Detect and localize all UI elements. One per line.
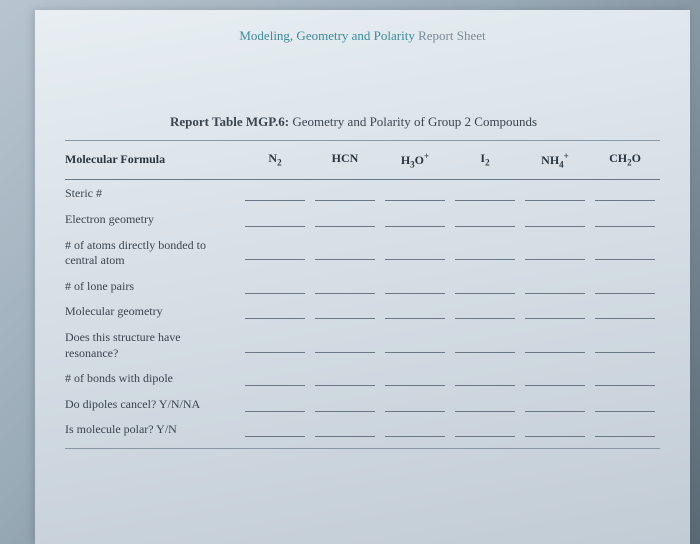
- table-header-row: Molecular Formula N2 HCN H3O+ I2 NH4+ CH…: [65, 141, 660, 179]
- blank-field[interactable]: [455, 305, 515, 319]
- blank-field[interactable]: [245, 423, 305, 437]
- blank-field[interactable]: [245, 305, 305, 319]
- blank-field[interactable]: [245, 372, 305, 386]
- col-header: I2: [450, 151, 520, 169]
- header-title-main: Modeling, Geometry and Polarity: [239, 28, 414, 43]
- blank-field[interactable]: [385, 372, 445, 386]
- blank-field[interactable]: [595, 339, 655, 353]
- blank-field[interactable]: [455, 372, 515, 386]
- blank-field[interactable]: [385, 423, 445, 437]
- blank-field[interactable]: [525, 339, 585, 353]
- table-row: Is molecule polar? Y/N: [65, 416, 660, 442]
- blank-field[interactable]: [245, 398, 305, 412]
- blank-field[interactable]: [455, 398, 515, 412]
- table-title: Report Table MGP.6: Geometry and Polarit…: [65, 114, 660, 130]
- blank-field[interactable]: [315, 372, 375, 386]
- blank-field[interactable]: [595, 246, 655, 260]
- page-header: Modeling, Geometry and Polarity Report S…: [65, 28, 660, 44]
- blank-field[interactable]: [315, 213, 375, 227]
- blank-field[interactable]: [315, 246, 375, 260]
- table-row: Steric #: [65, 180, 660, 206]
- blank-field[interactable]: [315, 398, 375, 412]
- blank-field[interactable]: [455, 280, 515, 294]
- blank-field[interactable]: [385, 213, 445, 227]
- blank-field[interactable]: [245, 213, 305, 227]
- row-label: Do dipoles cancel? Y/N/NA: [65, 397, 240, 413]
- table-row: Do dipoles cancel? Y/N/NA: [65, 391, 660, 417]
- worksheet-page: Modeling, Geometry and Polarity Report S…: [35, 10, 690, 544]
- blank-field[interactable]: [525, 246, 585, 260]
- row-label: # of bonds with dipole: [65, 371, 240, 387]
- blank-field[interactable]: [385, 398, 445, 412]
- divider: [65, 448, 660, 449]
- table-row: # of atoms directly bonded to central at…: [65, 232, 660, 273]
- blank-field[interactable]: [455, 339, 515, 353]
- blank-field[interactable]: [595, 187, 655, 201]
- blank-field[interactable]: [455, 213, 515, 227]
- table-title-rest: Geometry and Polarity of Group 2 Compoun…: [292, 114, 537, 129]
- blank-field[interactable]: [315, 339, 375, 353]
- blank-field[interactable]: [385, 187, 445, 201]
- blank-field[interactable]: [245, 339, 305, 353]
- header-title-sub: Report Sheet: [418, 28, 486, 43]
- blank-field[interactable]: [245, 280, 305, 294]
- row-label: # of lone pairs: [65, 279, 240, 295]
- table-row: Electron geometry: [65, 206, 660, 232]
- blank-field[interactable]: [525, 213, 585, 227]
- blank-field[interactable]: [525, 305, 585, 319]
- col-header: NH4+: [520, 151, 590, 169]
- blank-field[interactable]: [385, 339, 445, 353]
- row-label: Is molecule polar? Y/N: [65, 422, 240, 438]
- blank-field[interactable]: [525, 398, 585, 412]
- blank-field[interactable]: [315, 305, 375, 319]
- row-label: Does this structure have resonance?: [65, 330, 240, 361]
- blank-field[interactable]: [385, 246, 445, 260]
- blank-field[interactable]: [525, 187, 585, 201]
- blank-field[interactable]: [385, 280, 445, 294]
- blank-field[interactable]: [315, 280, 375, 294]
- blank-field[interactable]: [595, 423, 655, 437]
- blank-field[interactable]: [245, 246, 305, 260]
- blank-field[interactable]: [385, 305, 445, 319]
- col-header: H3O+: [380, 151, 450, 169]
- blank-field[interactable]: [455, 187, 515, 201]
- table-row: # of bonds with dipole: [65, 365, 660, 391]
- blank-field[interactable]: [595, 280, 655, 294]
- table-title-bold: Report Table MGP.6:: [170, 114, 289, 129]
- blank-field[interactable]: [595, 398, 655, 412]
- blank-field[interactable]: [455, 246, 515, 260]
- blank-field[interactable]: [315, 187, 375, 201]
- col-header: HCN: [310, 151, 380, 169]
- col-header: N2: [240, 151, 310, 169]
- row-label: Electron geometry: [65, 212, 240, 228]
- table-row: # of lone pairs: [65, 273, 660, 299]
- row-label: # of atoms directly bonded to central at…: [65, 238, 240, 269]
- first-col-header: Molecular Formula: [65, 152, 240, 168]
- blank-field[interactable]: [525, 280, 585, 294]
- blank-field[interactable]: [525, 423, 585, 437]
- blank-field[interactable]: [595, 372, 655, 386]
- row-label: Steric #: [65, 186, 240, 202]
- column-headers: N2 HCN H3O+ I2 NH4+ CH2O: [240, 151, 660, 169]
- blank-field[interactable]: [595, 305, 655, 319]
- table-row: Molecular geometry: [65, 298, 660, 324]
- col-header: CH2O: [590, 151, 660, 169]
- blank-field[interactable]: [455, 423, 515, 437]
- row-label: Molecular geometry: [65, 304, 240, 320]
- blank-field[interactable]: [525, 372, 585, 386]
- table-row: Does this structure have resonance?: [65, 324, 660, 365]
- blank-field[interactable]: [315, 423, 375, 437]
- blank-field[interactable]: [595, 213, 655, 227]
- blank-field[interactable]: [245, 187, 305, 201]
